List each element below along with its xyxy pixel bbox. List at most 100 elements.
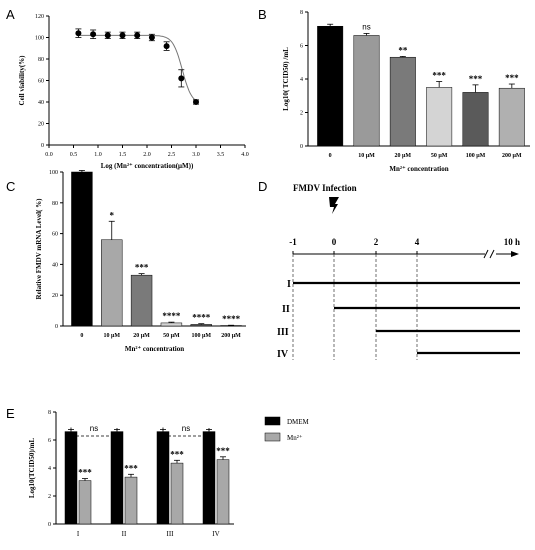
y-tick-label: 2 xyxy=(48,494,51,500)
x-tick-label: 50 μM xyxy=(163,333,180,339)
legend-label-0: DMEM xyxy=(287,418,310,426)
x-tick-label: IV xyxy=(212,530,219,538)
significance-label-4: **** xyxy=(192,313,211,323)
bar-3 xyxy=(426,87,453,147)
time-tick-label: 4 xyxy=(415,237,420,247)
y-tick-label: 80 xyxy=(38,57,44,63)
legend-swatch-1 xyxy=(264,432,281,442)
panel-label-b: B xyxy=(258,7,267,22)
x-axis-label: Mn²⁺ concentration xyxy=(389,165,448,173)
bar-II-1 xyxy=(124,476,138,525)
significance-label-IV: *** xyxy=(216,446,230,456)
panel-e-grouped-bars: 0 2 4 6 8 Log10(TCID50)/mL *** I *** II *** III *** I… xyxy=(28,410,310,538)
bar-IV-0 xyxy=(202,431,216,525)
x-tick-label: 0 xyxy=(329,153,332,159)
bar-3 xyxy=(160,322,183,327)
x-tick-label: I xyxy=(77,530,80,538)
significance-label-1: * xyxy=(110,210,115,220)
y-tick-label: 4 xyxy=(48,466,51,472)
data-point xyxy=(75,30,82,37)
bar-0 xyxy=(71,171,93,327)
time-tick-label: 2 xyxy=(374,237,379,247)
significance-label-2: *** xyxy=(135,263,149,273)
x-tick-label: 2.5 xyxy=(168,152,176,158)
comparison-label: ns xyxy=(182,424,190,433)
data-point xyxy=(134,32,141,39)
panel-label-a: A xyxy=(6,7,15,22)
significance-label-3: **** xyxy=(162,311,181,321)
panel-label-e: E xyxy=(6,406,15,421)
data-point xyxy=(119,32,126,39)
time-tick-label: 10 h xyxy=(504,237,520,247)
y-axis-label: Log10( TCID50) /mL xyxy=(282,47,290,111)
y-tick-label: 8 xyxy=(300,10,303,16)
bar-III-0 xyxy=(156,431,170,525)
legend-swatch-0 xyxy=(264,416,281,426)
x-tick-label: 200 μM xyxy=(221,333,241,339)
y-tick-label: 4 xyxy=(300,77,303,83)
bar-2 xyxy=(389,56,416,147)
significance-label-1: ns xyxy=(362,22,370,31)
x-tick-label: 100 μM xyxy=(466,153,486,159)
y-tick-label: 6 xyxy=(48,438,51,444)
significance-label-4: *** xyxy=(469,74,483,84)
data-point xyxy=(148,34,155,41)
data-point xyxy=(163,43,170,50)
panel-label-d: D xyxy=(258,179,267,194)
x-tick-label: 10 μM xyxy=(103,333,120,339)
y-tick-label: 8 xyxy=(48,410,51,416)
x-tick-label: 0.5 xyxy=(70,152,78,158)
fit-curve xyxy=(78,34,197,101)
x-tick-label: 100 μM xyxy=(191,333,211,339)
x-tick-label: 20 μM xyxy=(395,153,412,159)
bar-5 xyxy=(498,87,525,147)
panel-label-c: C xyxy=(6,179,15,194)
x-axis-label: Mn²⁺ concentration xyxy=(125,345,184,353)
x-axis-label: Log (Mn²⁺ concentration(μM)) xyxy=(101,162,194,170)
panel-a-dose-response: 0 20 40 60 80 100 120 0.0 0.5 1.0 1.5 2.0 2.5 3.0 3.5 4… xyxy=(18,14,249,170)
y-axis-label: Log10(TCID50)/mL xyxy=(28,438,36,499)
bar-2 xyxy=(130,274,153,327)
bar-1 xyxy=(353,35,380,147)
bar-III-1 xyxy=(170,462,184,525)
y-tick-label: 40 xyxy=(38,100,44,106)
significance-label-II: *** xyxy=(124,463,138,473)
y-tick-label: 120 xyxy=(35,14,44,20)
y-tick-label: 0 xyxy=(48,522,51,528)
y-tick-label: 0 xyxy=(41,143,44,149)
axis-break-mark-2 xyxy=(489,249,495,259)
x-tick-label: 1.5 xyxy=(119,152,127,158)
x-tick-label: 0 xyxy=(80,333,83,339)
x-tick-label: 0.0 xyxy=(45,152,53,158)
x-tick-label: 4.0 xyxy=(241,152,249,158)
significance-label-5: **** xyxy=(222,314,241,324)
y-tick-label: 6 xyxy=(300,44,303,50)
y-axis-label: Relative FMDV mRNA Level( %) xyxy=(35,198,43,300)
x-tick-label: 1.0 xyxy=(94,152,102,158)
data-point xyxy=(193,99,199,105)
y-tick-label: 100 xyxy=(49,170,58,176)
y-tick-label: 100 xyxy=(35,36,44,42)
y-tick-label: 20 xyxy=(52,293,58,299)
comparison-label: ns xyxy=(90,424,98,433)
time-tick-label: 0 xyxy=(332,237,337,247)
y-tick-label: 0 xyxy=(55,324,58,330)
group-label-III: III xyxy=(277,327,289,338)
significance-label-5: *** xyxy=(505,73,519,83)
significance-label-3: *** xyxy=(432,71,446,81)
x-tick-label: 50 μM xyxy=(431,153,448,159)
group-label-I: I xyxy=(287,279,291,290)
y-tick-label: 2 xyxy=(300,111,303,117)
bar-II-0 xyxy=(110,431,124,525)
panel-c-mrna-bars: 0 20 40 60 80 100 0 10 μM * 20 μM *** 50 μM **** 100 … xyxy=(35,170,246,353)
data-point xyxy=(90,31,97,38)
significance-label-2: ** xyxy=(398,45,408,55)
y-tick-label: 40 xyxy=(52,262,58,268)
y-tick-label: 20 xyxy=(38,122,44,128)
bar-I-0 xyxy=(64,431,78,525)
x-tick-label: II xyxy=(122,530,127,538)
y-axis-label: Cell viability(%) xyxy=(18,55,26,106)
x-tick-label: 3.5 xyxy=(217,152,225,158)
